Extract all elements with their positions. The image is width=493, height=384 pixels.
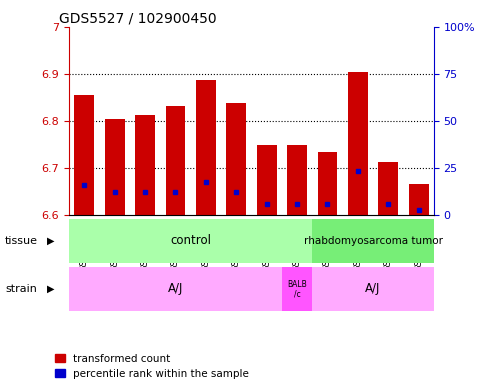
- Bar: [257, 146, 277, 215]
- Bar: [282, 267, 312, 311]
- Text: tissue: tissue: [5, 236, 38, 246]
- Bar: [74, 95, 94, 215]
- Bar: [317, 152, 337, 215]
- Bar: [135, 115, 155, 215]
- Bar: [105, 119, 125, 215]
- Text: A/J: A/J: [168, 283, 183, 295]
- Text: strain: strain: [5, 284, 37, 294]
- Bar: [196, 79, 216, 215]
- Text: ▶: ▶: [47, 236, 54, 246]
- Bar: [312, 267, 434, 311]
- Bar: [409, 184, 428, 215]
- Bar: [312, 219, 434, 263]
- Text: BALB
/c: BALB /c: [287, 280, 307, 298]
- Bar: [69, 267, 282, 311]
- Text: GDS5527 / 102900450: GDS5527 / 102900450: [59, 12, 217, 25]
- Text: ▶: ▶: [47, 284, 54, 294]
- Text: rhabdomyosarcoma tumor: rhabdomyosarcoma tumor: [304, 236, 443, 246]
- Text: control: control: [170, 235, 211, 247]
- Text: A/J: A/J: [365, 283, 381, 295]
- Legend: transformed count, percentile rank within the sample: transformed count, percentile rank withi…: [55, 354, 249, 379]
- Bar: [287, 146, 307, 215]
- Bar: [348, 71, 368, 215]
- Bar: [226, 103, 246, 215]
- Bar: [166, 106, 185, 215]
- Bar: [69, 219, 312, 263]
- Bar: [378, 162, 398, 215]
